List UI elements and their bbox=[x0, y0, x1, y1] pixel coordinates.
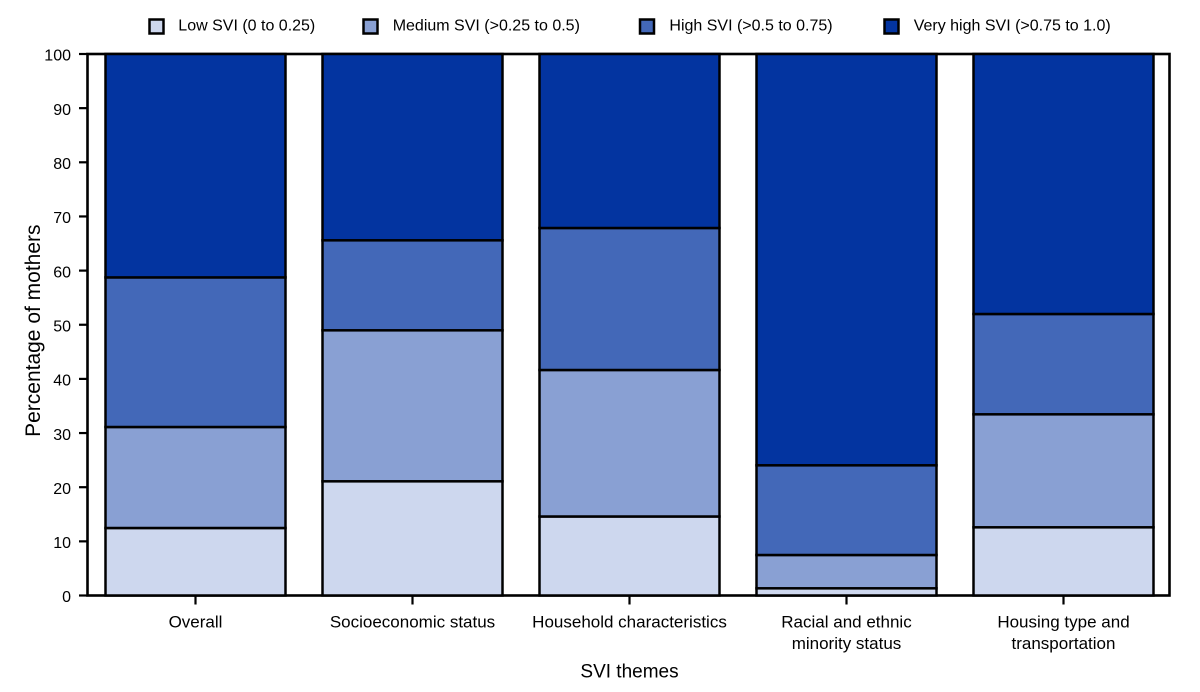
svg-text:20: 20 bbox=[53, 481, 71, 498]
svg-text:30: 30 bbox=[53, 427, 71, 444]
svg-text:50: 50 bbox=[53, 318, 71, 335]
svg-text:Medium SVI (>0.25 to 0.5): Medium SVI (>0.25 to 0.5) bbox=[393, 18, 580, 35]
svg-text:90: 90 bbox=[53, 102, 71, 119]
svg-text:High SVI (>0.5 to 0.75): High SVI (>0.5 to 0.75) bbox=[669, 18, 832, 35]
svg-text:10: 10 bbox=[53, 535, 71, 552]
svg-text:100: 100 bbox=[44, 48, 71, 65]
svg-text:Overall: Overall bbox=[169, 613, 223, 632]
svg-text:60: 60 bbox=[53, 264, 71, 281]
svg-text:Racial and ethnic: Racial and ethnic bbox=[781, 613, 912, 632]
svg-text:Low SVI (0 to 0.25): Low SVI (0 to 0.25) bbox=[178, 18, 315, 35]
svg-text:Percentage of mothers: Percentage of mothers bbox=[22, 224, 45, 436]
svg-text:40: 40 bbox=[53, 373, 71, 390]
svg-text:Very high SVI (>0.75 to 1.0): Very high SVI (>0.75 to 1.0) bbox=[914, 18, 1111, 35]
svg-text:0: 0 bbox=[62, 589, 71, 606]
svg-text:70: 70 bbox=[53, 210, 71, 227]
svg-text:transportation: transportation bbox=[1012, 634, 1116, 653]
svg-text:Socioeconomic status: Socioeconomic status bbox=[330, 613, 495, 632]
svg-text:SVI themes: SVI themes bbox=[580, 662, 678, 683]
svg-text:Household characteristics: Household characteristics bbox=[532, 613, 727, 632]
svg-text:Housing type and: Housing type and bbox=[997, 613, 1129, 632]
svg-text:80: 80 bbox=[53, 156, 71, 173]
svg-text:minority status: minority status bbox=[792, 634, 902, 653]
